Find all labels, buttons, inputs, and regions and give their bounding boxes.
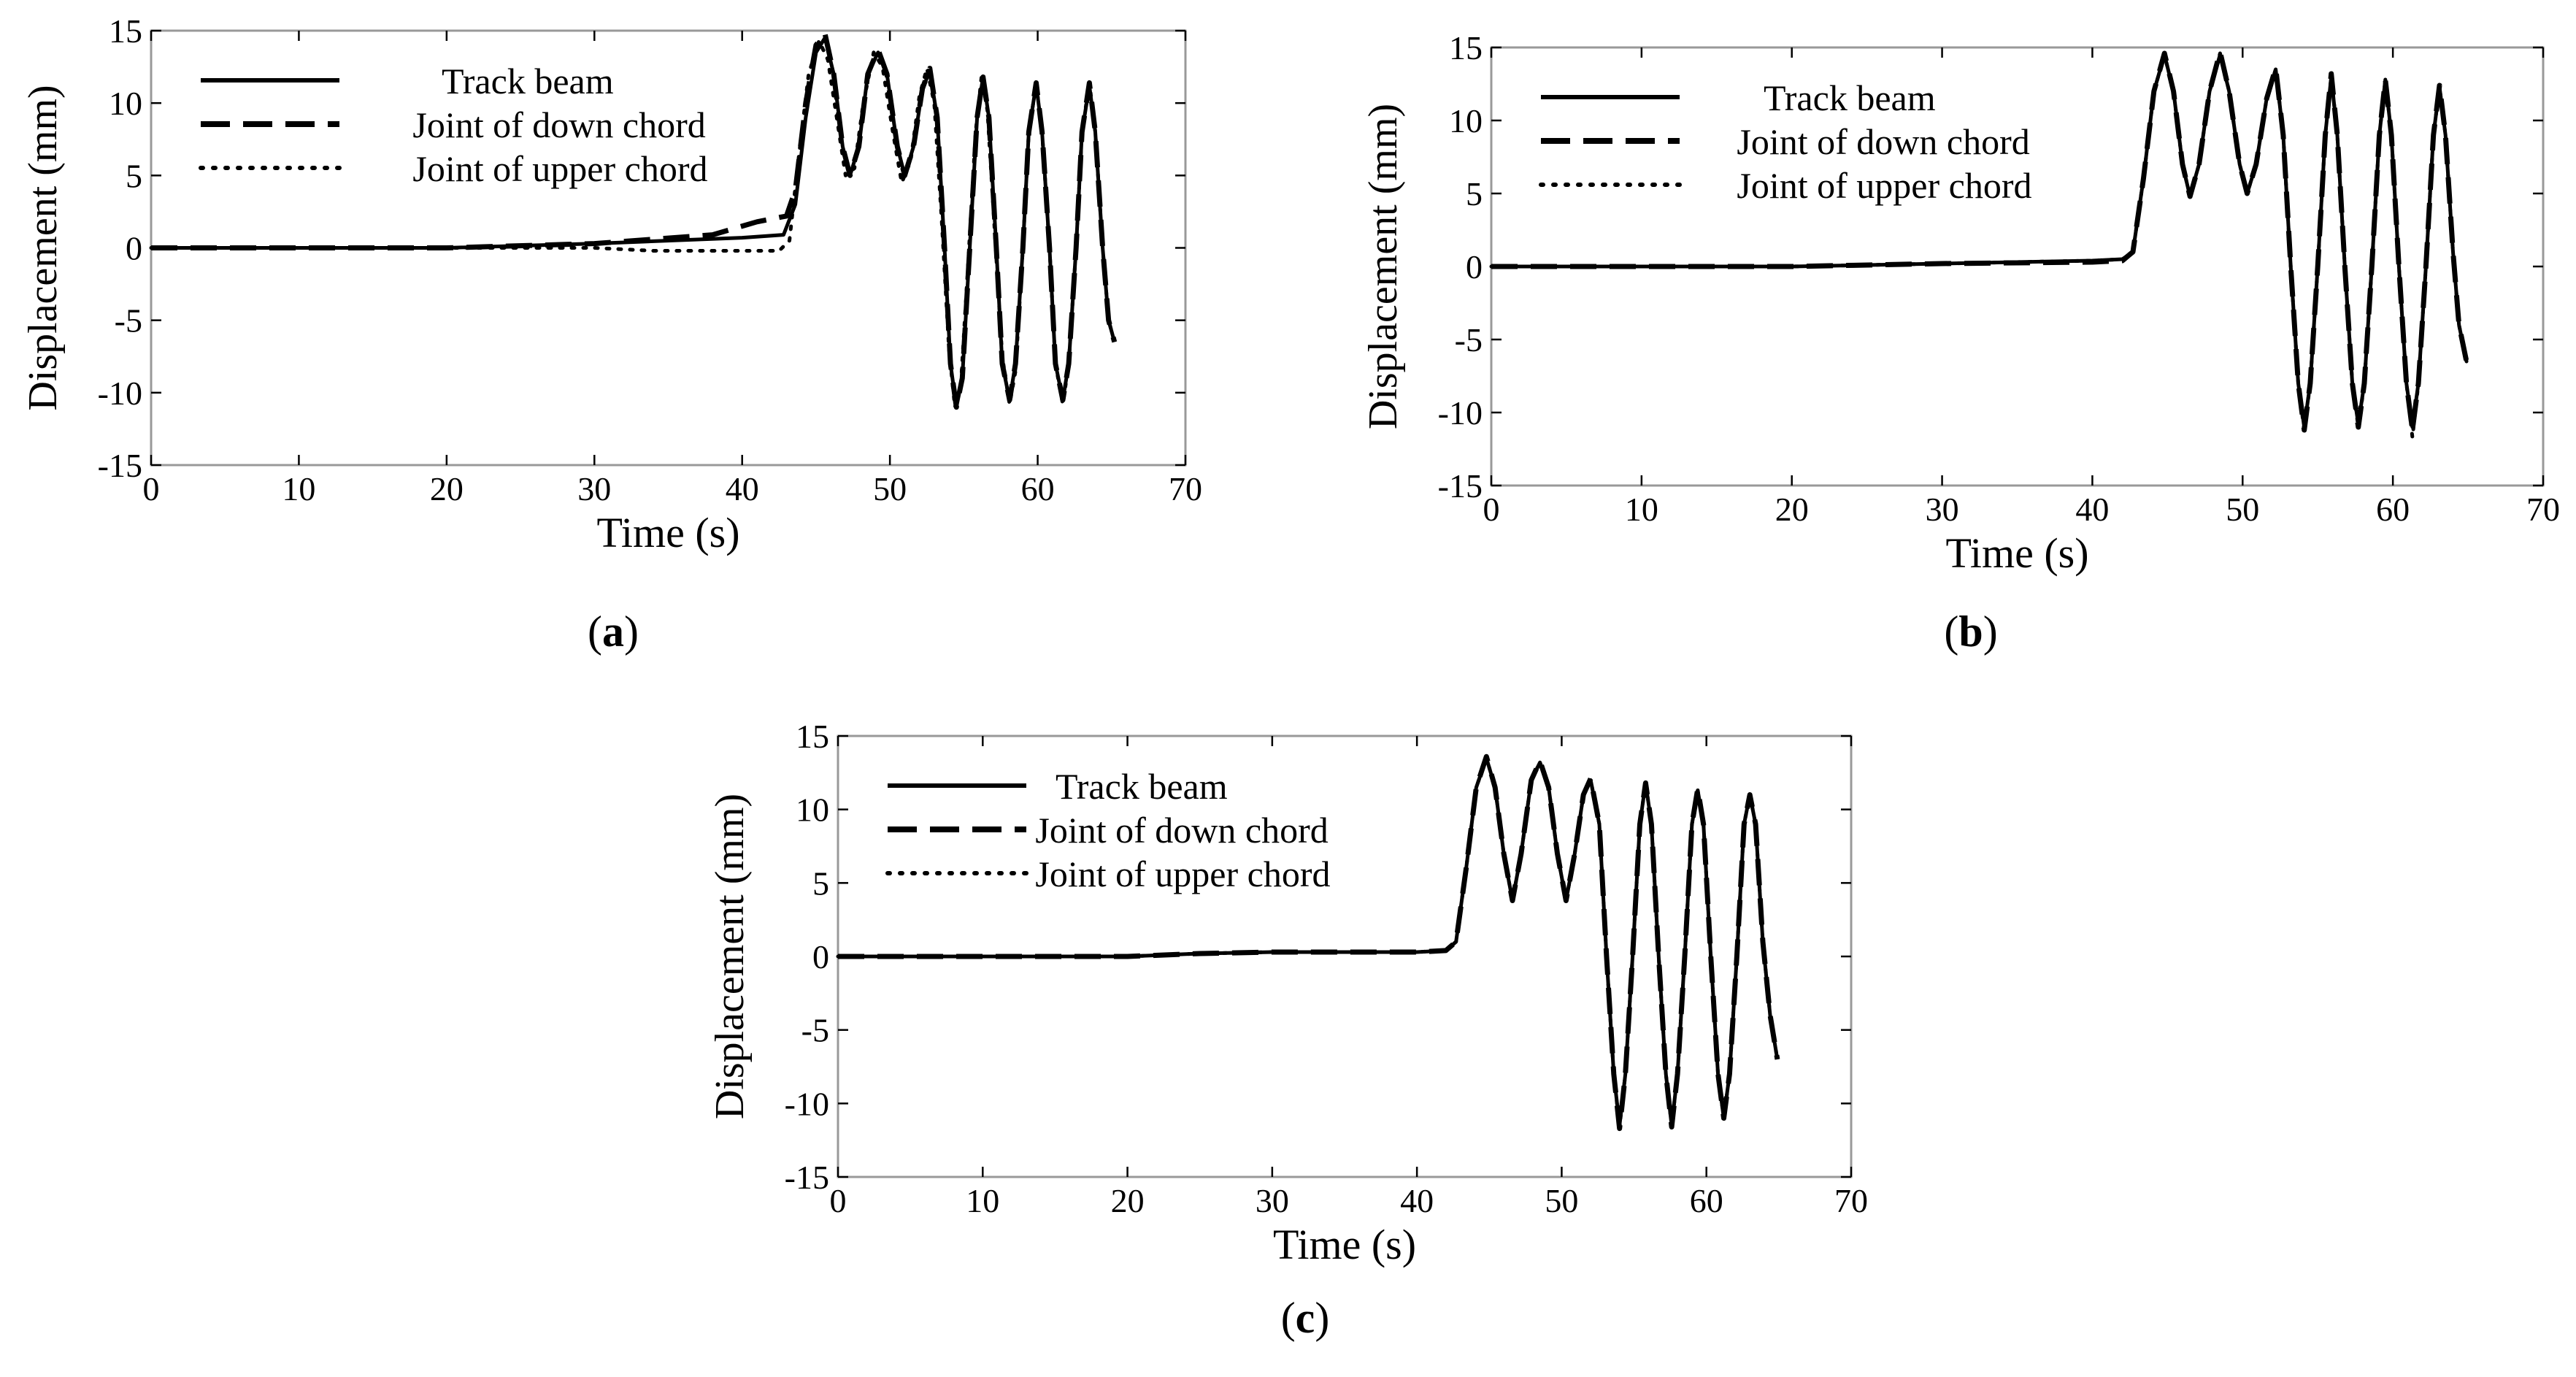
y-tick-label: 0 xyxy=(1466,248,1483,285)
caption-paren: ) xyxy=(1315,1294,1329,1342)
x-tick-label: 50 xyxy=(1545,1182,1578,1219)
legend-label: Joint of upper chord xyxy=(412,148,707,189)
x-tick-label: 30 xyxy=(1926,491,1959,528)
x-tick-label: 0 xyxy=(143,470,160,507)
x-tick-label: 40 xyxy=(2075,491,2109,528)
figure-caption-a: (a) xyxy=(588,607,639,656)
x-tick-label: 70 xyxy=(1169,470,1202,507)
legend-label: Joint of upper chord xyxy=(1737,165,2031,206)
x-tick-label: 10 xyxy=(1625,491,1658,528)
caption-label: b xyxy=(1958,607,1983,656)
legend-label: Joint of down chord xyxy=(412,104,705,145)
legend-label: Joint of down chord xyxy=(1737,121,2029,162)
y-tick-label: -15 xyxy=(98,447,142,484)
caption-paren: ( xyxy=(1944,607,1958,656)
y-tick-label: -15 xyxy=(785,1159,829,1196)
x-tick-label: 70 xyxy=(2526,491,2560,528)
x-tick-label: 60 xyxy=(1690,1182,1723,1219)
y-tick-label: 15 xyxy=(1449,29,1483,66)
x-tick-label: 10 xyxy=(282,470,315,507)
legend-label: Track beam xyxy=(1764,77,1936,118)
legend-label: Track beam xyxy=(442,61,614,101)
x-tick-label: 10 xyxy=(966,1182,999,1219)
x-tick-label: 20 xyxy=(430,470,464,507)
legend-label: Joint of down chord xyxy=(1035,810,1328,851)
y-axis-label: Displacement (mm) xyxy=(707,794,753,1119)
y-tick-label: 15 xyxy=(796,718,829,755)
y-tick-label: 15 xyxy=(109,12,142,50)
figure-caption-c: (c) xyxy=(1281,1294,1330,1342)
y-tick-label: -10 xyxy=(785,1085,829,1122)
x-axis-label: Time (s) xyxy=(1273,1221,1416,1268)
x-tick-label: 30 xyxy=(577,470,611,507)
y-tick-label: -15 xyxy=(1438,467,1483,505)
y-tick-label: -5 xyxy=(115,302,142,340)
caption-label: c xyxy=(1296,1294,1315,1342)
y-tick-label: 0 xyxy=(812,938,829,975)
y-axis-label: Displacement (mm) xyxy=(20,85,66,410)
y-tick-label: 10 xyxy=(109,85,142,122)
y-tick-label: -10 xyxy=(98,375,142,412)
caption-paren: ) xyxy=(1983,607,1998,656)
y-tick-label: 10 xyxy=(796,791,829,829)
y-tick-label: -10 xyxy=(1438,394,1483,431)
y-axis-label: Displacement (mm) xyxy=(1361,104,1406,429)
series-line-solid xyxy=(1491,53,2469,429)
y-tick-label: 0 xyxy=(126,230,142,267)
legend-label: Joint of upper chord xyxy=(1035,854,1330,894)
y-tick-label: 5 xyxy=(126,157,142,194)
x-tick-label: 20 xyxy=(1111,1182,1145,1219)
caption-label: a xyxy=(602,607,624,656)
y-tick-label: 5 xyxy=(812,864,829,902)
figure-caption-b: (b) xyxy=(1944,607,1997,656)
x-axis-label: Time (s) xyxy=(596,509,739,556)
x-tick-label: 50 xyxy=(873,470,907,507)
x-tick-label: 0 xyxy=(1483,491,1500,528)
x-tick-label: 60 xyxy=(1021,470,1055,507)
x-tick-label: 20 xyxy=(1775,491,1809,528)
x-tick-label: 50 xyxy=(2226,491,2259,528)
x-tick-label: 40 xyxy=(726,470,759,507)
x-tick-label: 30 xyxy=(1256,1182,1289,1219)
caption-paren: ) xyxy=(624,607,639,656)
y-tick-label: 10 xyxy=(1449,102,1483,139)
x-tick-label: 0 xyxy=(830,1182,847,1219)
x-tick-label: 60 xyxy=(2376,491,2410,528)
series-line-solid xyxy=(151,36,1117,410)
caption-paren: ( xyxy=(588,607,602,656)
series-line-solid xyxy=(838,756,1780,1127)
x-axis-label: Time (s) xyxy=(1945,529,2088,577)
x-tick-label: 40 xyxy=(1400,1182,1434,1219)
y-tick-label: -5 xyxy=(801,1012,829,1049)
y-tick-label: -5 xyxy=(1455,321,1483,358)
x-tick-label: 70 xyxy=(1834,1182,1868,1219)
legend-label: Track beam xyxy=(1056,766,1228,807)
caption-paren: ( xyxy=(1281,1294,1296,1342)
y-tick-label: 5 xyxy=(1466,175,1483,212)
